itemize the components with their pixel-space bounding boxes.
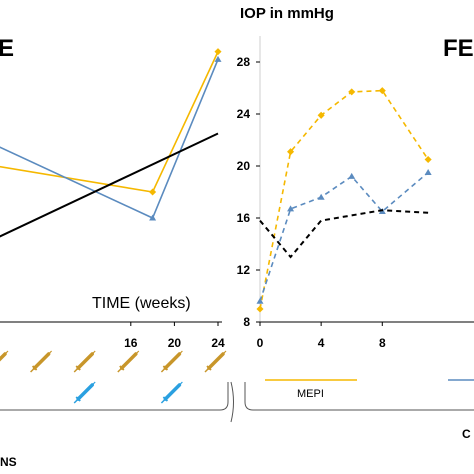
legend: MEPI (265, 379, 474, 400)
left-series-line-1 (0, 59, 219, 220)
right-panel-label: FE (443, 35, 474, 62)
gold-syringe-icon-2 (72, 349, 97, 374)
cut-text-right: C (462, 427, 471, 441)
right-series-line-2 (259, 209, 429, 259)
left-series-0-point-1 (149, 188, 157, 196)
right-y-tick-label-4: 24 (237, 107, 251, 121)
gold-syringe-icon-0 (0, 349, 10, 374)
right-panel: FE 0 4 8 8 12 16 20 24 28 (237, 35, 474, 350)
gold-syringe-icon-5 (203, 349, 228, 374)
right-x-tick-label-0: 0 (257, 336, 264, 350)
left-series-line-2 (0, 132, 219, 238)
left-bracket (0, 382, 229, 411)
right-series-1-point-0 (256, 297, 264, 304)
right-x-tick-label-2: 8 (379, 336, 386, 350)
injection-schedule (0, 349, 228, 405)
right-series-1-point-5 (424, 169, 432, 175)
right-series-0-point-2 (317, 111, 325, 119)
right-series-1-point-3 (348, 172, 356, 179)
right-y-tick-label-5: 28 (237, 55, 251, 69)
gold-syringe-icon-1 (28, 349, 54, 374)
right-y-tick-label-3: 20 (237, 159, 251, 173)
panel-divider (230, 381, 234, 423)
blue-syringe-icon-1 (159, 380, 185, 405)
left-series-line-0 (0, 51, 219, 193)
right-y-tick-label-2: 16 (237, 211, 251, 225)
left-series-0-point-2 (214, 48, 222, 56)
left-series-1-point-1 (149, 214, 157, 221)
right-series-line-1 (259, 171, 429, 302)
right-series-1-point-2 (317, 193, 325, 200)
right-bracket (244, 382, 474, 411)
legend-mepi-label: MEPI (297, 388, 324, 400)
left-panel: E 16 20 24 TIME (weeks) (0, 35, 225, 350)
right-series-1-point-1 (287, 205, 295, 212)
cut-text-left: NS (0, 455, 17, 469)
gold-syringe-icon-4 (159, 349, 185, 374)
left-panel-label: E (0, 35, 14, 62)
left-x-tick-label-0: 16 (124, 336, 138, 350)
right-y-tick-label-0: 8 (243, 315, 250, 329)
right-y-tick-label-1: 12 (237, 263, 251, 277)
left-x-tick-label-2: 24 (211, 336, 225, 350)
left-x-axis-label: TIME (weeks) (92, 295, 191, 312)
left-series-1-point-2 (214, 55, 222, 62)
right-x-tick-label-1: 4 (318, 336, 325, 350)
right-series-0-point-3 (348, 88, 356, 96)
right-series-0-point-4 (378, 87, 386, 95)
left-x-tick-label-1: 20 (168, 336, 182, 350)
right-series-0-point-5 (424, 155, 432, 164)
right-series-0-point-1 (287, 148, 295, 156)
figure-title: IOP in mmHg (240, 5, 334, 22)
gold-syringe-icon-3 (116, 349, 141, 374)
right-series-0-point-0 (256, 305, 264, 313)
right-series-line-0 (259, 89, 429, 310)
blue-syringe-icon-0 (72, 380, 97, 405)
